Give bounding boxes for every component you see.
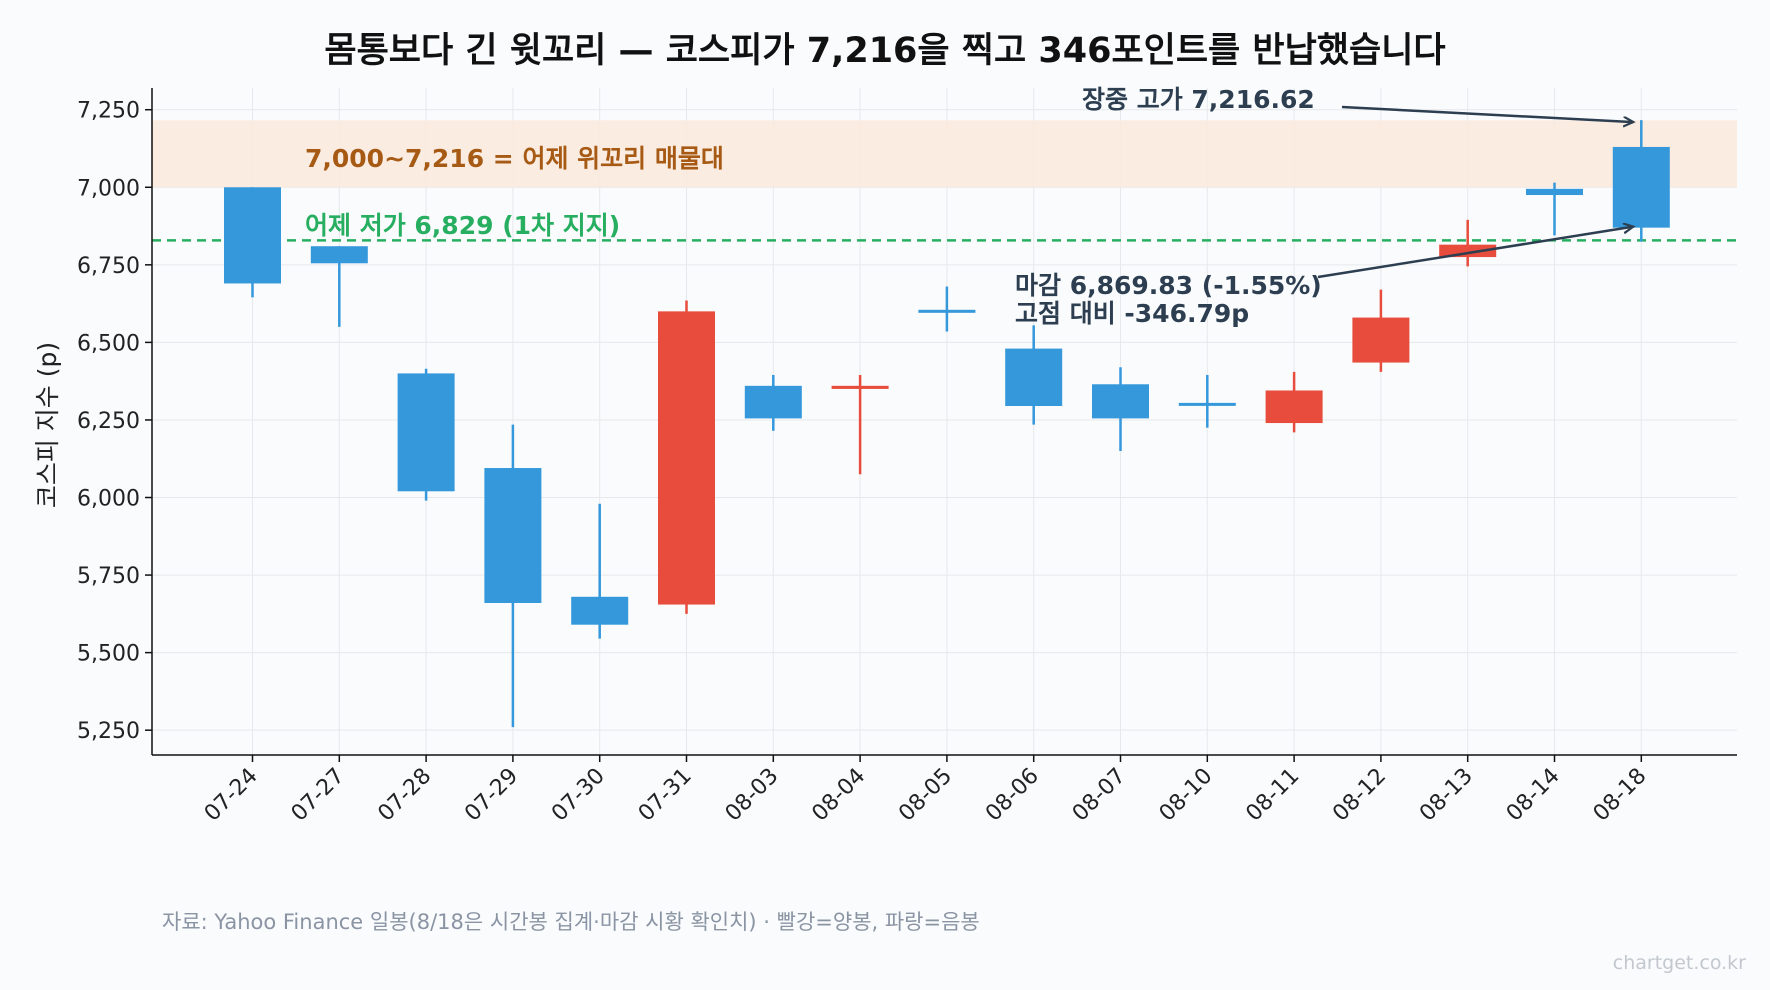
- x-tick-label: 08-07: [1068, 764, 1131, 827]
- y-axis-label: 코스피 지수 (p): [33, 342, 62, 508]
- candle-body: [1005, 348, 1063, 406]
- candle-layer: [224, 120, 1670, 728]
- y-tick-label: 7,250: [77, 99, 140, 124]
- y-tick-label: 7,000: [77, 176, 140, 201]
- x-tick-label: 08-13: [1415, 764, 1478, 827]
- close-annotation-label-line2: 고점 대비 -346.79p: [1015, 299, 1249, 328]
- close-annotation-label-line1: 마감 6,869.83 (-1.55%): [1015, 271, 1322, 300]
- y-tick-label: 5,750: [77, 564, 140, 589]
- resistance-band: [152, 120, 1737, 188]
- grid-layer: [152, 88, 1737, 755]
- source-note: 자료: Yahoo Finance 일봉(8/18은 시간봉 집계·마감 시황 …: [162, 910, 980, 934]
- candle-body: [744, 385, 802, 419]
- candle-body: [658, 311, 715, 605]
- candle-body: [1352, 317, 1410, 363]
- x-tick-label: 07-30: [547, 764, 610, 827]
- x-tick-label: 08-14: [1502, 764, 1565, 827]
- x-tick-label: 08-03: [721, 764, 784, 827]
- candle-body: [484, 468, 542, 603]
- support-line-label: 어제 저가 6,829 (1차 지지): [305, 211, 620, 240]
- candle-body: [1265, 390, 1323, 424]
- candle-body: [310, 246, 368, 264]
- resistance-band-label: 7,000~7,216 = 어제 위꼬리 매물대: [305, 144, 724, 173]
- y-tick-label: 5,500: [77, 642, 140, 667]
- x-tick-label: 07-29: [460, 764, 523, 827]
- candle-body: [831, 385, 889, 389]
- x-tick-label: 08-18: [1589, 764, 1652, 827]
- y-tick-label: 5,250: [77, 719, 140, 744]
- x-tick-label: 08-05: [894, 764, 957, 827]
- watermark: chartget.co.kr: [1612, 952, 1746, 974]
- candle-body: [224, 187, 281, 284]
- close-annotation-arrow: [1317, 227, 1633, 279]
- x-tick-label: 08-04: [807, 764, 870, 827]
- y-tick-label: 6,750: [77, 254, 140, 279]
- y-tick-label: 6,500: [77, 331, 140, 356]
- x-tick-label: 08-10: [1155, 764, 1218, 827]
- candle-body: [571, 596, 629, 625]
- x-tick-label: 07-28: [373, 764, 436, 827]
- x-tick-label: 07-31: [634, 764, 697, 827]
- candle-body: [1092, 384, 1149, 419]
- x-tick-label: 07-24: [200, 764, 263, 827]
- high-annotation-label: 장중 고가 7,216.62: [1082, 85, 1315, 114]
- axis-layer: 5,250 5,500 5,750 6,000 6,250 6,500 6,750 7,000…: [77, 88, 1737, 826]
- y-tick-label: 6,000: [77, 487, 140, 512]
- x-tick-label: 07-27: [287, 764, 350, 827]
- chart-title: 몸통보다 긴 윗꼬리 — 코스피가 7,216을 찍고 346포인트를 반납했습…: [324, 31, 1446, 71]
- candle-body: [1612, 146, 1670, 228]
- x-tick-label: 08-06: [981, 764, 1044, 827]
- candle-body: [918, 309, 976, 313]
- candle-body: [1526, 188, 1583, 196]
- x-tick-label: 08-11: [1241, 764, 1304, 827]
- candle-body: [1178, 402, 1236, 406]
- x-tick-label: 08-12: [1328, 764, 1391, 827]
- high-annotation-arrow: [1341, 105, 1633, 122]
- annotation-layer: 장중 고가 7,216.62 마감 6,869.83 (-1.55%)고점 대비 …: [1015, 85, 1633, 328]
- y-tick-label: 6,250: [77, 409, 140, 434]
- candle-body: [397, 373, 455, 492]
- candle-body: [1439, 244, 1497, 258]
